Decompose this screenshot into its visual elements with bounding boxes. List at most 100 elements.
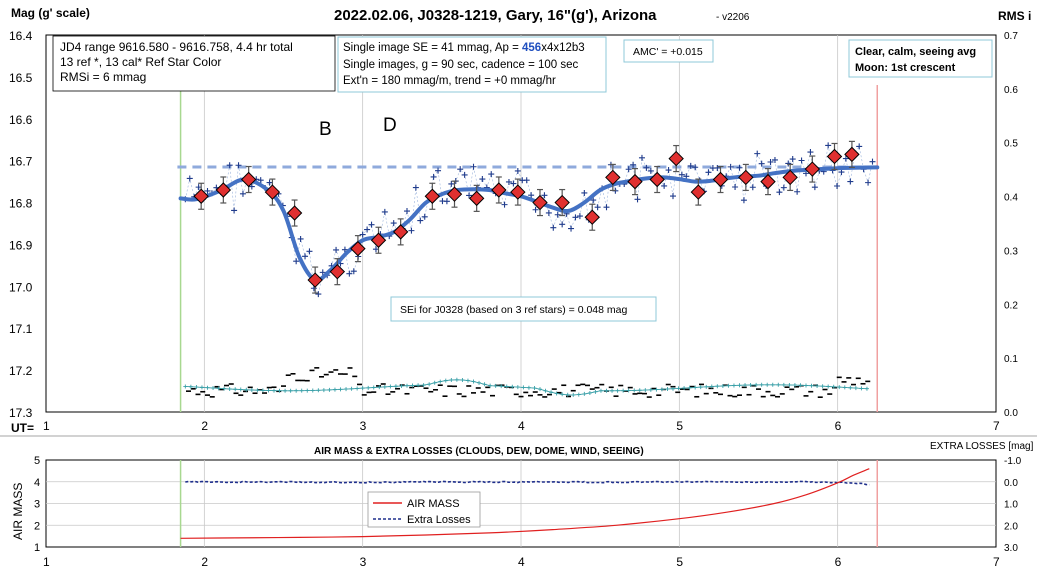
rms-ref-point	[399, 383, 404, 388]
binned-point	[826, 148, 843, 165]
top-x-tick-label: 1	[43, 419, 50, 433]
top-rlabel: RMS i	[998, 9, 1031, 23]
rms-ref-point	[765, 382, 770, 387]
bottom-y-tick-label: 4	[34, 477, 40, 489]
raw-point	[466, 192, 473, 199]
raw-point	[576, 213, 583, 220]
airmass-line	[180, 468, 870, 539]
rms-ref-point	[227, 386, 232, 391]
rms-ref-point	[382, 384, 387, 389]
raw-point	[523, 177, 530, 184]
raw-point	[528, 192, 535, 199]
bottom-title: AIR MASS & EXTRA LOSSES (CLOUDS, DEW, DO…	[314, 446, 644, 457]
rms-ref-point	[416, 383, 421, 388]
raw-point	[430, 173, 437, 180]
bottom-rtitle: EXTRA LOSSES [mag]	[930, 441, 1034, 452]
rms-ref-point	[654, 387, 659, 392]
raw-point	[457, 166, 464, 173]
raw-point	[448, 180, 455, 187]
rms-ref-point	[571, 392, 576, 397]
rms-ref-point	[393, 384, 398, 389]
raw-point	[842, 155, 849, 162]
light-curve-chart: Mag (g' scale) 2022.02.06, J0328-1219, G…	[9, 6, 1031, 435]
airmass-chart: AIR MASS & EXTRA LOSSES (CLOUDS, DEW, DO…	[0, 435, 1037, 569]
raw-point	[661, 182, 668, 189]
raw-point	[798, 157, 805, 164]
rms-ref-point	[305, 388, 310, 393]
rms-ref-point	[526, 385, 531, 390]
binned-point	[690, 184, 707, 200]
label-d: D	[383, 115, 397, 136]
binned-point	[329, 263, 346, 280]
raw-point	[692, 164, 699, 171]
raw-point	[771, 156, 778, 163]
raw-point	[390, 220, 397, 227]
raw-point	[714, 164, 721, 171]
rms-ref-point	[371, 385, 376, 390]
rms-ref-point	[598, 388, 603, 393]
raw-point	[625, 166, 632, 173]
raw-point	[364, 226, 371, 233]
rms-ref-point	[488, 383, 493, 388]
info-mid-line-3: Ext'n = 180 mmag/m, trend = +0 mmag/hr	[343, 75, 556, 87]
raw-point	[186, 175, 193, 182]
bottom-x-tick-label: 3	[360, 555, 367, 569]
raw-point	[687, 162, 694, 169]
bottom-ylabel: AIR MASS	[11, 483, 25, 540]
rms-ref-point	[222, 386, 227, 391]
raw-point	[505, 178, 512, 185]
info-mid-line-1-suffix: x4x12b3	[541, 42, 584, 54]
rms-ref-point	[216, 386, 221, 391]
rms-ref-point	[820, 384, 825, 389]
rms-ref-point	[349, 386, 354, 391]
top-x-tick-label: 3	[360, 419, 367, 433]
raw-point	[740, 197, 747, 204]
raw-point	[235, 162, 242, 169]
raw-point	[754, 150, 761, 157]
raw-point	[572, 214, 579, 221]
rms-ref-point	[443, 378, 448, 383]
raw-point	[758, 160, 765, 167]
rms-ref-point	[737, 383, 742, 388]
raw-point	[559, 221, 566, 228]
top-x-tick-label: 7	[993, 419, 1000, 433]
rms-ref-point	[299, 388, 304, 393]
rms-ref-point	[504, 384, 509, 389]
raw-point	[421, 213, 428, 220]
top-right-ticks: 0.7 0.6 0.5 0.4 0.3 0.2 0.1 0.0	[1004, 31, 1018, 419]
rms-ref-point	[709, 384, 714, 389]
top-right-tick-label: 0.1	[1004, 354, 1018, 365]
rms-ref-point	[183, 384, 188, 389]
rms-ref-point	[454, 377, 459, 382]
raw-point	[638, 154, 645, 161]
top-right-tick-label: 0.3	[1004, 246, 1018, 257]
bottom-legend: AIR MASS Extra Losses	[367, 491, 481, 528]
rms-ref-point	[238, 387, 243, 392]
top-x-tick-label: 5	[676, 419, 683, 433]
rms-ref-point	[499, 384, 504, 389]
raw-point	[727, 163, 734, 170]
bottom-y-tick-label: 2	[34, 520, 40, 532]
rms-ref-point	[294, 388, 299, 393]
raw-point	[443, 198, 450, 205]
rms-ref-point	[587, 390, 592, 395]
rms-ref-point	[632, 388, 637, 393]
rms-ref-point	[460, 378, 465, 383]
raw-point	[732, 183, 739, 190]
rms-ref-point	[731, 383, 736, 388]
info-left-line-2: 13 ref *, 13 cal* Ref Star Color	[60, 55, 221, 69]
top-gridlines	[203, 35, 839, 412]
binned-point	[264, 184, 281, 200]
binned-point	[491, 182, 507, 198]
rms-ref-point	[687, 385, 692, 390]
raw-point	[678, 171, 685, 178]
bottom-y-tick-label: 5	[34, 455, 40, 467]
top-y-tick-label: 16.8	[9, 197, 33, 211]
rms-ref-point	[864, 386, 869, 391]
top-right-tick-label: 0.4	[1004, 193, 1018, 204]
rms-black-dashes	[186, 367, 871, 398]
rms-ref-point	[199, 385, 204, 390]
rms-ref-point	[804, 383, 808, 388]
rms-ref-point	[621, 388, 626, 393]
raw-point	[603, 204, 610, 211]
